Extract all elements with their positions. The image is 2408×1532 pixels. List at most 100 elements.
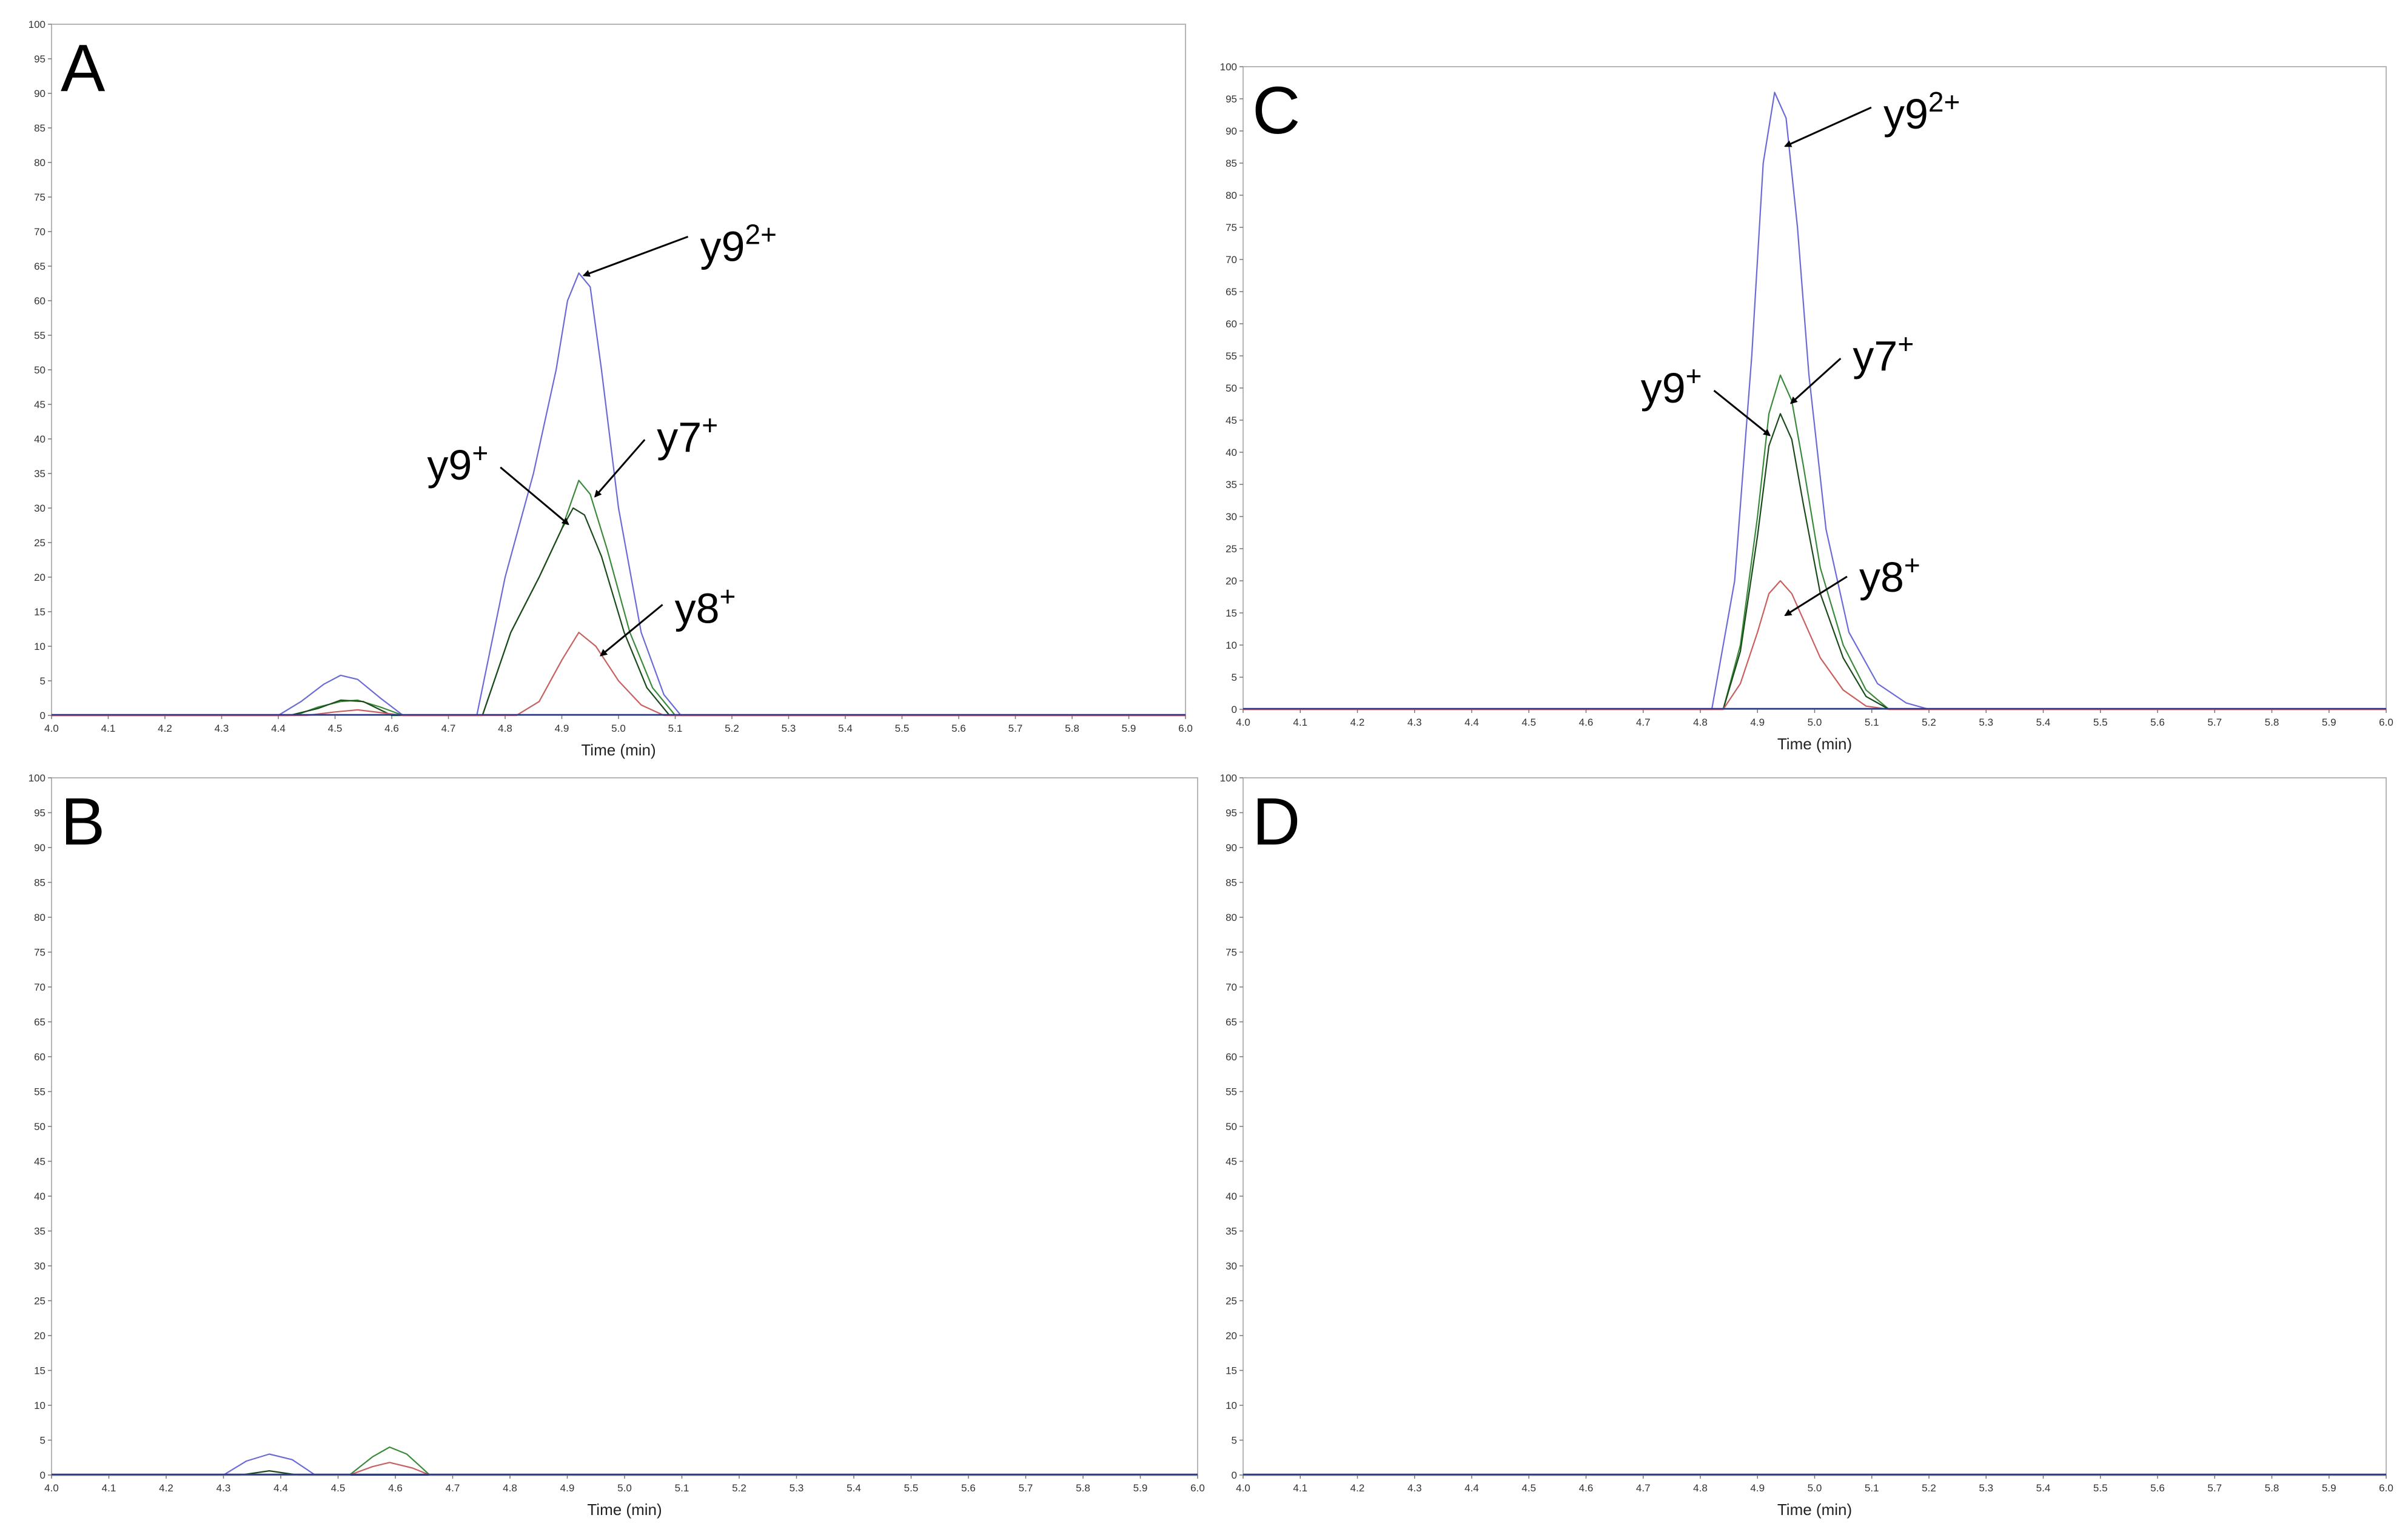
series-line — [1243, 92, 2386, 711]
x-tick-label: 5.2 — [1922, 1482, 1936, 1494]
y-tick-label: 65 — [34, 1017, 45, 1028]
y-tick-label: 95 — [1226, 808, 1237, 819]
x-tick-label: 4.1 — [1293, 717, 1307, 728]
y-tick-label: 25 — [1226, 543, 1237, 555]
x-tick-label: 5.6 — [2150, 717, 2165, 728]
x-tick-label: 4.8 — [498, 723, 512, 734]
x-tick-label: 4.8 — [1693, 717, 1708, 728]
y-tick-label: 75 — [1226, 947, 1237, 958]
ion-name: y8 — [1859, 554, 1904, 601]
ion-label: y8+ — [675, 580, 736, 632]
x-axis-title: Time (min) — [1777, 735, 1852, 753]
panel-d: D 0 5 10 15 20 25 30 35 40 45 50 55 60 65 70 75 80 85 90 95… — [1220, 772, 2393, 1519]
y-tick-label: 10 — [1226, 1400, 1237, 1411]
x-tick-label: 5.6 — [2150, 1482, 2165, 1494]
x-tick-label: 4.9 — [555, 723, 569, 734]
x-axis: 4.0 4.1 4.2 4.3 4.4 4.5 4.6 4.7 4.8 4.9 5.0 5.1 5.2 5… — [1236, 709, 2393, 728]
x-axis-title: Time (min) — [1777, 1500, 1852, 1519]
y-tick-label: 70 — [1226, 982, 1237, 993]
y-tick-label: 60 — [34, 295, 45, 307]
y-axis: 0 5 10 15 20 25 30 35 40 45 50 55 60 65 70 75 80 85 90 95 10… — [29, 19, 52, 721]
ion-charge: 2+ — [1928, 86, 1960, 118]
annotation-arrow — [1789, 358, 1842, 404]
x-tick-label: 4.8 — [1693, 1482, 1708, 1494]
y-tick-label: 25 — [34, 1296, 45, 1307]
x-tick-label: 4.6 — [388, 1482, 403, 1494]
ion-label: y8+ — [1859, 549, 1920, 601]
x-tick-label: 4.4 — [273, 1482, 288, 1494]
y-tick-label: 90 — [34, 88, 45, 99]
x-tick-label: 4.5 — [328, 723, 343, 734]
x-tick-label: 5.9 — [2322, 1482, 2336, 1494]
x-tick-label: 4.3 — [216, 1482, 231, 1494]
x-tick-label: 4.2 — [159, 1482, 173, 1494]
ion-charge: 2+ — [745, 218, 776, 250]
ion-charge: + — [1897, 328, 1914, 360]
x-tick-label: 5.6 — [951, 723, 966, 734]
y-tick-label: 15 — [34, 606, 45, 618]
y-tick-label: 45 — [1226, 415, 1237, 426]
y-tick-label: 0 — [40, 1470, 45, 1481]
annotation-arrow — [1713, 390, 1771, 437]
y-tick-label: 95 — [34, 808, 45, 819]
y-tick-label: 60 — [1226, 318, 1237, 330]
x-tick-label: 5.1 — [668, 723, 683, 734]
x-tick-label: 5.9 — [2322, 717, 2336, 728]
y-tick-label: 25 — [1226, 1296, 1237, 1307]
x-tick-label: 5.2 — [732, 1482, 746, 1494]
y-tick-label: 5 — [1232, 1435, 1237, 1447]
x-tick-label: 5.3 — [1979, 1482, 1993, 1494]
y-tick-label: 75 — [34, 947, 45, 958]
y-tick-label: 45 — [34, 1156, 45, 1168]
x-tick-label: 6.0 — [2379, 1482, 2393, 1494]
plot-frame — [51, 24, 1186, 716]
x-tick-label: 4.6 — [1579, 717, 1594, 728]
y-tick-label: 100 — [29, 772, 45, 784]
panel-letter: B — [61, 784, 105, 859]
x-tick-label: 5.0 — [1808, 717, 1822, 728]
x-tick-label: 5.5 — [904, 1482, 919, 1494]
ion-charge: + — [1686, 360, 1702, 392]
x-tick-label: 6.0 — [1190, 1482, 1205, 1494]
x-tick-label: 4.0 — [1236, 717, 1250, 728]
y-tick-label: 0 — [40, 710, 45, 721]
x-tick-label: 4.7 — [446, 1482, 460, 1494]
y-tick-label: 10 — [34, 1400, 45, 1411]
y-tick-label: 80 — [1226, 912, 1237, 923]
y-tick-label: 80 — [34, 912, 45, 923]
y-tick-label: 80 — [34, 157, 45, 169]
x-tick-label: 5.8 — [1076, 1482, 1090, 1494]
series-line — [52, 272, 1186, 717]
x-tick-label: 4.5 — [331, 1482, 346, 1494]
y-tick-label: 85 — [34, 122, 45, 134]
panel-letter: D — [1252, 784, 1300, 859]
x-tick-label: 4.2 — [1350, 1482, 1365, 1494]
panel-a: A 0 5 10 15 20 25 30 35 40 45 50 55 60 65 70 75 80 85 90 95… — [29, 19, 1193, 759]
x-tick-label: 4.8 — [503, 1482, 517, 1494]
y-tick-label: 45 — [1226, 1156, 1237, 1168]
y-tick-label: 20 — [1226, 1330, 1237, 1342]
y-tick-label: 15 — [34, 1365, 45, 1377]
y-tick-label: 75 — [1226, 222, 1237, 233]
y-tick-label: 70 — [34, 982, 45, 993]
y-tick-label: 95 — [1226, 93, 1237, 105]
y-tick-label: 30 — [34, 1260, 45, 1272]
y-tick-label: 50 — [1226, 383, 1237, 394]
x-tick-label: 4.2 — [158, 723, 172, 734]
annotation-arrow — [582, 235, 689, 277]
y-tick-label: 50 — [34, 1121, 45, 1132]
x-tick-label: 4.0 — [44, 1482, 59, 1494]
x-axis: 4.0 4.1 4.2 4.3 4.4 4.5 4.6 4.7 4.8 4.9 5.0 5.1 5.2 5… — [44, 715, 1193, 734]
x-tick-label: 4.4 — [271, 723, 286, 734]
y-tick-label: 80 — [1226, 190, 1237, 201]
y-tick-label: 35 — [34, 1226, 45, 1237]
y-tick-label: 10 — [34, 641, 45, 652]
x-tick-label: 5.1 — [675, 1482, 689, 1494]
y-tick-label: 55 — [1226, 1086, 1237, 1098]
y-tick-label: 0 — [1232, 704, 1237, 715]
x-tick-label: 5.2 — [725, 723, 739, 734]
y-tick-label: 30 — [1226, 1260, 1237, 1272]
panel-letter: A — [61, 31, 106, 105]
x-tick-label: 5.8 — [2265, 1482, 2279, 1494]
y-tick-label: 20 — [34, 572, 45, 583]
